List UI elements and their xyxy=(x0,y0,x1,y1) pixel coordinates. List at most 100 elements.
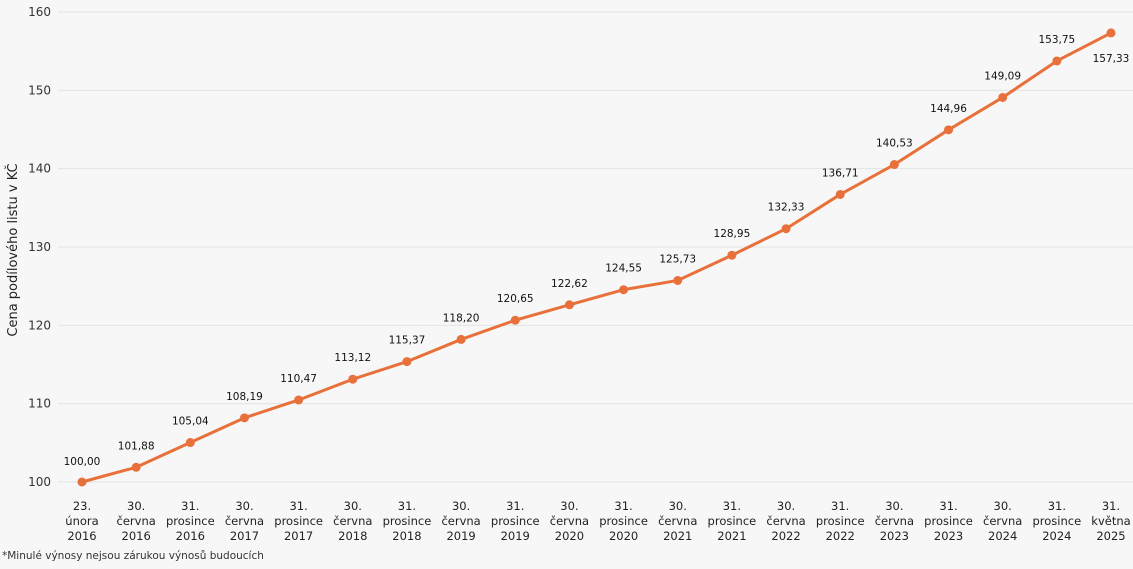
x-tick-label-line: 30. xyxy=(344,499,362,513)
data-points xyxy=(77,28,1116,487)
data-label: 115,37 xyxy=(389,335,426,347)
x-tick-label: 31. prosince 2020 xyxy=(599,499,648,543)
x-tick-label-line: prosince xyxy=(816,514,865,528)
data-point xyxy=(889,160,899,170)
x-tick-label-line: 2021 xyxy=(663,529,692,543)
data-point xyxy=(835,189,845,199)
y-tick-label: 110 xyxy=(28,397,51,411)
y-tick-label: 160 xyxy=(28,5,51,19)
x-tick-label: 30. června 2017 xyxy=(225,499,264,543)
data-label: 120,65 xyxy=(497,293,534,305)
data-label: 140,53 xyxy=(876,138,913,150)
x-tick-label-line: 2016 xyxy=(122,529,151,543)
x-tick-label-line: 23. xyxy=(73,499,91,513)
grid-layer xyxy=(58,11,1133,483)
x-tick-label-line: 31. xyxy=(181,499,199,513)
x-tick-label: 31. prosince 2016 xyxy=(166,499,215,543)
x-tick-label: 31. prosince 2022 xyxy=(816,499,865,543)
data-point xyxy=(727,250,737,260)
x-tick-label: 31. května 2025 xyxy=(1091,499,1130,543)
x-tick-label-line: června xyxy=(550,514,589,528)
data-point xyxy=(456,334,466,344)
x-tick-label-line: 30. xyxy=(885,499,903,513)
x-tick-label: 31. prosince 2019 xyxy=(491,499,540,543)
data-point xyxy=(77,477,87,487)
x-tick-label-line: prosince xyxy=(274,514,323,528)
x-tick-label-line: 30. xyxy=(560,499,578,513)
x-tick-label-line: 30. xyxy=(452,499,470,513)
x-tick-label-line: května xyxy=(1091,514,1130,528)
data-label: 124,55 xyxy=(605,263,642,275)
x-tick-label-line: 31. xyxy=(939,499,957,513)
x-tick-label-line: června xyxy=(225,514,264,528)
data-label: 110,47 xyxy=(280,373,317,385)
x-tick-label: 30. června 2023 xyxy=(875,499,914,543)
x-tick-label-line: června xyxy=(117,514,156,528)
x-tick-label-line: 2022 xyxy=(826,529,855,543)
y-tick-label: 100 xyxy=(28,475,51,489)
data-point xyxy=(185,438,195,448)
x-tick-label-line: 31. xyxy=(1048,499,1066,513)
x-tick-label-line: 31. xyxy=(831,499,849,513)
x-tick-label-line: 2021 xyxy=(717,529,746,543)
data-point xyxy=(131,462,141,472)
x-tick-label: 30. června 2021 xyxy=(658,499,697,543)
data-point xyxy=(673,275,683,285)
series-line-layer xyxy=(81,31,1112,484)
x-tick-label-line: 30. xyxy=(994,499,1012,513)
data-label: 108,19 xyxy=(226,391,263,403)
data-point xyxy=(294,395,304,405)
y-tick-label: 150 xyxy=(28,83,51,97)
x-tick-label-line: 2023 xyxy=(880,529,909,543)
x-tick-label-line: 30. xyxy=(235,499,253,513)
x-tick-label-line: 2018 xyxy=(392,529,421,543)
x-tick-label-line: 30. xyxy=(777,499,795,513)
data-label: 144,96 xyxy=(930,103,967,115)
data-label: 149,09 xyxy=(984,70,1021,82)
data-label: 118,20 xyxy=(443,312,480,324)
data-label: 105,04 xyxy=(172,416,209,428)
x-tick-label-line: června xyxy=(333,514,372,528)
x-tick-label-line: prosince xyxy=(491,514,540,528)
x-tick-label-line: června xyxy=(441,514,480,528)
x-tick-label: 23. února 2016 xyxy=(65,499,98,543)
data-point xyxy=(1052,56,1062,66)
x-tick-label-line: 31. xyxy=(398,499,416,513)
x-tick-label: 31. prosince 2021 xyxy=(708,499,757,543)
x-tick-label-line: 31. xyxy=(723,499,741,513)
x-tick-label-line: prosince xyxy=(166,514,215,528)
y-axis-label: Cena podílového listu v KČ xyxy=(5,163,21,336)
data-label: 157,33 xyxy=(1093,53,1130,65)
data-point xyxy=(510,315,520,325)
x-tick-label-line: června xyxy=(658,514,697,528)
data-point xyxy=(348,374,358,384)
x-tick-label: 30. června 2018 xyxy=(333,499,372,543)
x-tick-label-line: 31. xyxy=(289,499,307,513)
data-point xyxy=(619,285,629,295)
x-tick-label: 31. prosince 2018 xyxy=(383,499,432,543)
x-tick-label-line: června xyxy=(983,514,1022,528)
x-tick-label-line: 2024 xyxy=(988,529,1017,543)
data-label: 113,12 xyxy=(334,352,371,364)
x-tick-label: 30. června 2024 xyxy=(983,499,1022,543)
x-tick-label-line: 2019 xyxy=(501,529,530,543)
data-label: 153,75 xyxy=(1038,34,1075,46)
x-tick-label-line: prosince xyxy=(1032,514,1081,528)
data-label: 122,62 xyxy=(551,278,588,290)
series-line xyxy=(81,31,1112,484)
x-tick-label-line: 2020 xyxy=(555,529,584,543)
x-tick-label-line: června xyxy=(875,514,914,528)
x-tick-label-line: 31. xyxy=(506,499,524,513)
data-point xyxy=(998,92,1008,102)
x-tick-label-line: 30. xyxy=(127,499,145,513)
data-point xyxy=(402,357,412,367)
x-tick-label-line: 2023 xyxy=(934,529,963,543)
data-label: 128,95 xyxy=(714,228,751,240)
x-tick-label: 30. června 2022 xyxy=(766,499,805,543)
data-labels: 100,00 101,88 105,04 108,19 110,47 113,12 115,… xyxy=(64,34,1130,468)
x-tick-label-line: 2018 xyxy=(338,529,367,543)
x-tick-label-line: 2019 xyxy=(446,529,475,543)
x-tick-label-line: 2017 xyxy=(230,529,259,543)
y-tick-label: 140 xyxy=(28,162,51,176)
